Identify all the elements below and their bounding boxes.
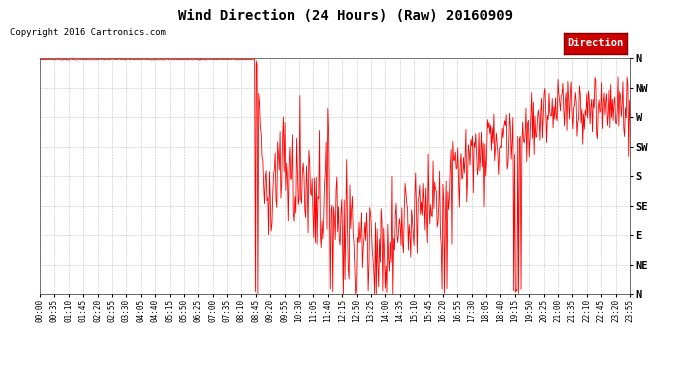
Text: Direction: Direction	[567, 39, 624, 48]
Text: Wind Direction (24 Hours) (Raw) 20160909: Wind Direction (24 Hours) (Raw) 20160909	[177, 9, 513, 23]
Text: Copyright 2016 Cartronics.com: Copyright 2016 Cartronics.com	[10, 28, 166, 37]
